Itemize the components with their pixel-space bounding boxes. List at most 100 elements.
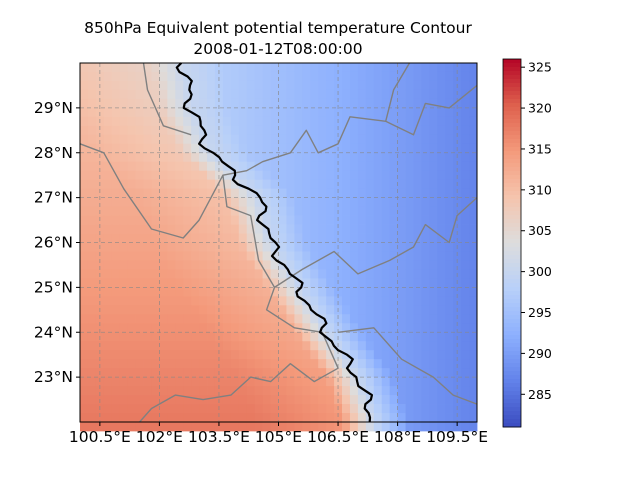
heatmap-cell (334, 422, 343, 432)
heatmap-cell (445, 332, 454, 342)
heatmap-cell (342, 269, 351, 279)
heatmap-cell (445, 143, 454, 154)
heatmap-cell (151, 278, 160, 288)
heatmap-cell (80, 143, 89, 154)
heatmap-cell (278, 215, 287, 225)
colorbar-segment (503, 99, 521, 104)
colorbar-segment (503, 295, 521, 300)
heatmap-cell (429, 260, 438, 270)
heatmap-cell (469, 377, 478, 387)
heatmap-cell (397, 395, 406, 405)
heatmap-cell (437, 215, 446, 225)
heatmap-cell (207, 134, 216, 145)
heatmap-cell (207, 260, 216, 270)
heatmap-cell (143, 125, 152, 136)
heatmap-cell (87, 179, 97, 190)
heatmap-cell (294, 395, 303, 405)
y-tick-label: 23°N (34, 368, 73, 386)
heatmap-cell (127, 63, 136, 73)
heatmap-cell (87, 314, 97, 324)
colorbar-segment (503, 171, 521, 176)
heatmap-cell (445, 260, 454, 270)
heatmap-cell (111, 368, 121, 378)
heatmap-cell (270, 395, 279, 405)
heatmap-cell (397, 125, 406, 136)
heatmap-cell (389, 368, 398, 378)
heatmap-cell (326, 377, 335, 387)
heatmap-cell (262, 224, 271, 234)
heatmap-cell (230, 197, 240, 207)
heatmap-cell (183, 332, 192, 342)
heatmap-cell (262, 179, 271, 190)
heatmap-cell (469, 368, 478, 378)
heatmap-cell (246, 296, 256, 306)
heatmap-cell (222, 305, 232, 315)
heatmap-cell (429, 422, 438, 432)
heatmap-cell (230, 143, 240, 154)
heatmap-cell (222, 143, 232, 154)
heatmap-cell (183, 116, 192, 127)
heatmap-cell (159, 269, 168, 279)
heatmap-cell (119, 314, 129, 324)
heatmap-cell (413, 170, 422, 181)
heatmap-cell (469, 314, 478, 324)
heatmap-cell (342, 197, 351, 207)
heatmap-cell (469, 260, 478, 270)
heatmap-cell (151, 188, 160, 199)
heatmap-cell (389, 350, 398, 360)
heatmap-cell (318, 233, 327, 243)
heatmap-cell (199, 215, 208, 225)
colorbar-segment (503, 203, 521, 208)
heatmap-cell (135, 377, 144, 387)
heatmap-cell (127, 260, 136, 270)
heatmap-cell (191, 125, 200, 136)
heatmap-cell (95, 260, 105, 270)
heatmap-cell (127, 287, 136, 297)
heatmap-cell (373, 305, 383, 315)
heatmap-cell (461, 107, 470, 118)
heatmap-cell (143, 80, 152, 91)
heatmap-cell (191, 134, 200, 145)
heatmap-cell (278, 368, 287, 378)
heatmap-cell (310, 368, 319, 378)
colorbar-tick-label: 290 (528, 346, 552, 361)
heatmap-cell (286, 63, 295, 73)
heatmap-cell (357, 224, 367, 234)
heatmap-cell (238, 404, 248, 414)
heatmap-cell (246, 80, 256, 91)
heatmap-cell (135, 80, 144, 91)
heatmap-cell (199, 269, 208, 279)
heatmap-cell (469, 395, 478, 405)
heatmap-cell (230, 98, 240, 109)
boundary-line (142, 62, 192, 136)
heatmap-cell (191, 305, 200, 315)
colorbar-segment (503, 395, 521, 400)
heatmap-cell (151, 134, 160, 145)
heatmap-cell (461, 116, 470, 127)
heatmap-cell (302, 224, 311, 234)
heatmap-cell (175, 278, 184, 288)
heatmap-cell (246, 251, 256, 261)
heatmap-cell (397, 215, 406, 225)
heatmap-cell (254, 170, 264, 181)
heatmap-cell (294, 134, 303, 145)
heatmap-cell (469, 305, 478, 315)
heatmap-cell (143, 98, 152, 109)
heatmap-cell (294, 287, 303, 297)
heatmap-cell (159, 377, 168, 387)
heatmap-cell (262, 251, 271, 261)
heatmap-cell (437, 197, 446, 207)
heatmap-cell (357, 314, 367, 324)
heatmap-cell (87, 359, 97, 369)
heatmap-cell (167, 179, 176, 190)
heatmap-cell (238, 224, 248, 234)
heatmap-cell (294, 116, 303, 127)
heatmap-cell (159, 368, 168, 378)
heatmap-cell (159, 134, 168, 145)
heatmap-cell (183, 215, 192, 225)
boundary-line (338, 327, 478, 405)
colorbar-segment (503, 275, 521, 280)
heatmap-cell (103, 341, 113, 351)
heatmap-cell (254, 179, 264, 190)
heatmap-cell (167, 251, 176, 261)
